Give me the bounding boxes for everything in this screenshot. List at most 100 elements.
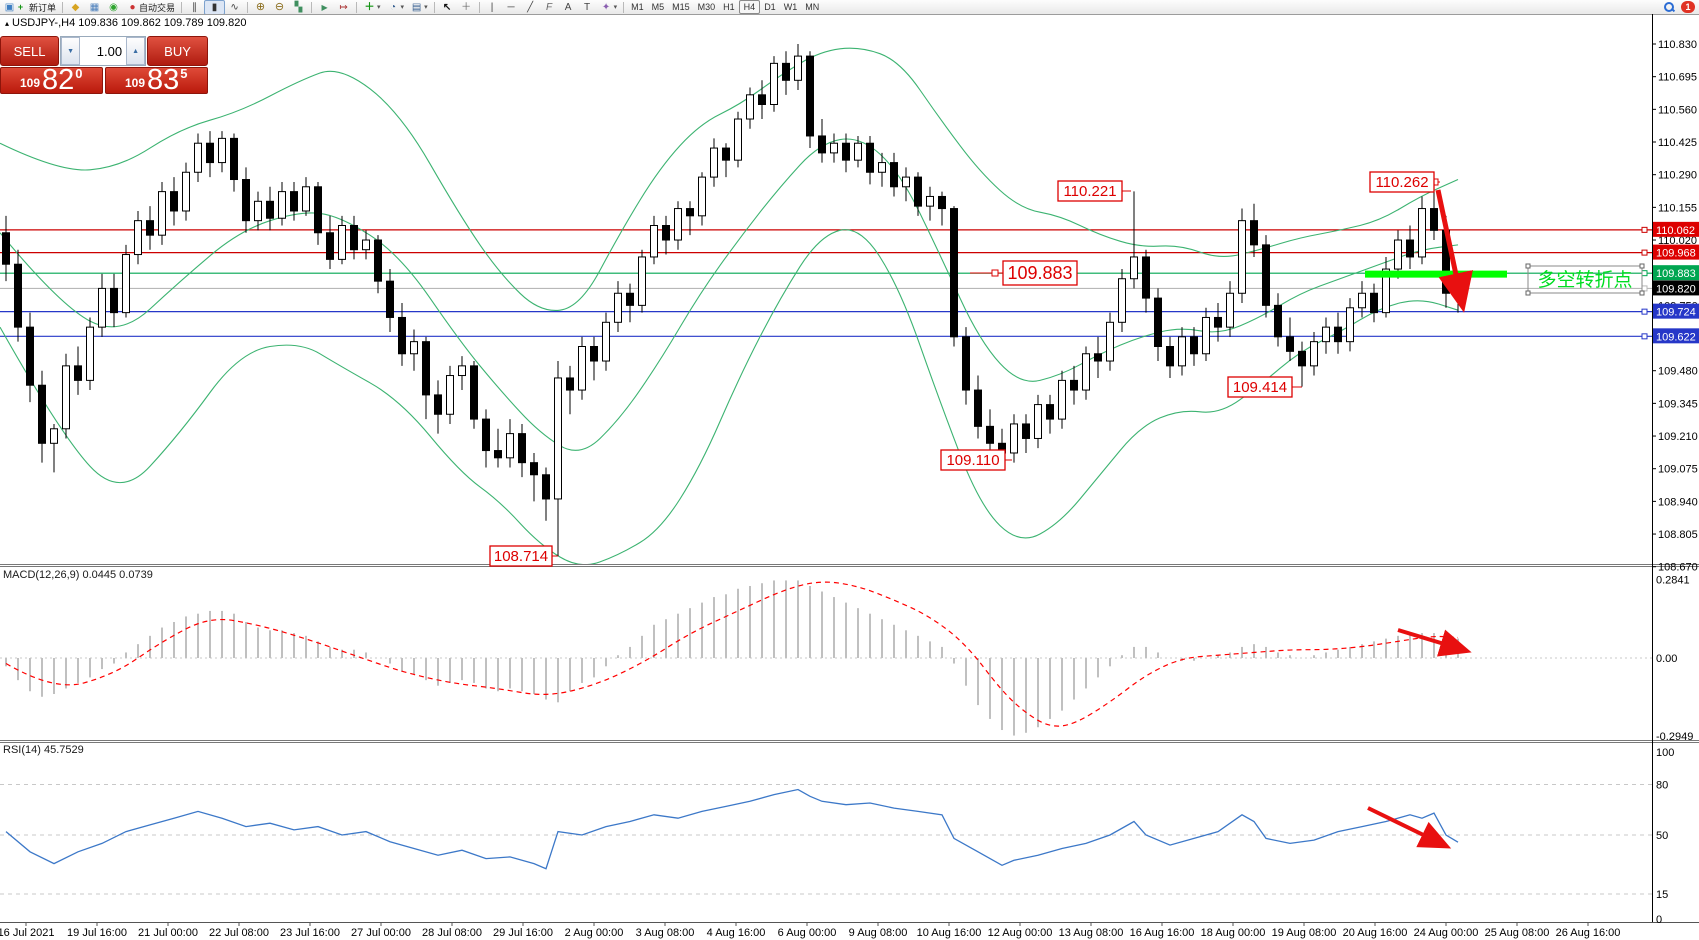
line-handle[interactable] xyxy=(1641,285,1648,292)
shapes-tool-button[interactable]: ▾ xyxy=(597,1,621,14)
line-handle[interactable] xyxy=(1641,308,1648,315)
candle-bull xyxy=(302,186,310,212)
sell-button[interactable]: SELL xyxy=(0,36,60,66)
timeframe-button-M1[interactable]: M1 xyxy=(631,2,644,12)
timeframe-button-H1[interactable]: H1 xyxy=(723,2,735,12)
candle-bear xyxy=(530,462,538,476)
new-order-button[interactable]: 新订单 xyxy=(0,1,59,14)
date-label: 4 Aug 16:00 xyxy=(707,927,766,939)
rsi-line xyxy=(5,788,1459,870)
candle-bull xyxy=(1058,379,1066,420)
timeframe-button-M5[interactable]: M5 xyxy=(651,2,665,12)
date-label: 16 Jul 2021 xyxy=(0,927,54,939)
line-handle[interactable] xyxy=(1641,333,1648,340)
selection-handle[interactable] xyxy=(1639,290,1645,296)
macd-tick-label: -0.2949 xyxy=(1656,731,1693,743)
trend-arrow-rsi[interactable] xyxy=(1367,806,1452,849)
selection-handle[interactable] xyxy=(1525,263,1531,269)
autotrading-button[interactable]: 自动交易 xyxy=(123,1,178,14)
sell-price-tile[interactable]: 109 82 0 xyxy=(0,66,103,95)
volume-decrease-button[interactable]: ▼ xyxy=(61,37,81,65)
timeframe-button-H4[interactable]: H4 xyxy=(738,0,761,14)
timeframe-button-W1[interactable]: W1 xyxy=(783,2,798,12)
price-annotation-box[interactable] xyxy=(489,545,553,567)
date-label: 6 Aug 00:00 xyxy=(778,927,837,939)
turning-point-text-box[interactable] xyxy=(1527,265,1643,294)
candle-bear xyxy=(590,346,598,362)
notification-badge[interactable]: 1 xyxy=(1681,1,1695,13)
candle-bear xyxy=(1406,239,1414,258)
chevron-down-icon: ▾ xyxy=(377,4,381,11)
date-label: 24 Aug 00:00 xyxy=(1414,927,1479,939)
candle-bull xyxy=(1202,316,1210,355)
turning-point-text[interactable]: 多空转折点 xyxy=(1537,269,1632,291)
price-annotation-box[interactable] xyxy=(1057,180,1123,202)
macd-tick-label: 0.2841 xyxy=(1656,574,1690,586)
line-handle[interactable] xyxy=(1641,270,1648,277)
candle-bull xyxy=(1106,321,1114,362)
date-label: 19 Jul 16:00 xyxy=(67,927,127,939)
candle-bull xyxy=(650,225,658,258)
line-handle[interactable] xyxy=(1641,249,1648,256)
price-badge xyxy=(1653,328,1699,344)
price-annotation-text: 109.414 xyxy=(1233,379,1287,396)
trend-arrow-main[interactable] xyxy=(1435,189,1473,313)
candle-bull xyxy=(854,142,862,161)
candle-bear xyxy=(806,55,814,137)
candle-bull xyxy=(578,346,586,391)
volume-increase-button[interactable]: ▲ xyxy=(126,37,146,65)
candle-bear xyxy=(1298,350,1306,367)
volume-input[interactable] xyxy=(80,37,127,65)
bollinger-lower-band xyxy=(0,229,1459,564)
price-annotation-box[interactable] xyxy=(940,449,1006,471)
candle-bear xyxy=(1286,336,1294,352)
price-annotation-box[interactable] xyxy=(1227,376,1293,398)
candle-bear xyxy=(818,135,826,154)
separator xyxy=(433,1,435,13)
chevron-down-icon: ▾ xyxy=(400,4,405,11)
price-annotation-text: 109.883 xyxy=(1007,263,1072,283)
selection-handle[interactable] xyxy=(1525,290,1531,296)
indicators-button[interactable]: ▾ xyxy=(360,1,384,14)
timeframe-button-M15[interactable]: M15 xyxy=(672,2,690,12)
separator xyxy=(356,1,358,13)
candle-bear xyxy=(1250,220,1258,246)
price-annotation-text: 108.714 xyxy=(494,548,548,565)
candle-bull xyxy=(98,287,106,328)
candle-bull xyxy=(194,142,202,173)
price-tick-label: 108.805 xyxy=(1658,529,1698,541)
annotation-anchor[interactable] xyxy=(991,269,999,277)
candle-bear xyxy=(1334,326,1342,343)
date-label: 3 Aug 08:00 xyxy=(636,927,695,939)
autotrading-label: 自动交易 xyxy=(139,2,176,13)
periods-button[interactable]: ▾ xyxy=(384,1,408,14)
search-icon[interactable] xyxy=(1663,1,1675,13)
price-badge-label: 110.062 xyxy=(1656,225,1695,237)
line-handle[interactable] xyxy=(1641,226,1648,233)
candle-bull xyxy=(410,341,418,355)
candle-bear xyxy=(1094,353,1102,362)
timeframe-button-M30[interactable]: M30 xyxy=(697,2,716,12)
selection-handle[interactable] xyxy=(1639,263,1645,269)
timeframe-button-D1[interactable]: D1 xyxy=(764,2,776,12)
candle-bull xyxy=(1418,208,1426,258)
candle-bull xyxy=(446,375,454,415)
candle-bear xyxy=(170,191,178,212)
macd-tick-label: 0.00 xyxy=(1656,653,1677,665)
timeframe-button-MN[interactable]: MN xyxy=(805,2,820,12)
price-annotation-text: 110.262 xyxy=(1375,174,1428,191)
buy-price-tile[interactable]: 109 83 5 xyxy=(104,66,208,95)
price-annotation-box[interactable] xyxy=(1002,260,1078,286)
trend-arrow-macd[interactable] xyxy=(1397,628,1472,657)
templates-button[interactable]: ▾ xyxy=(407,1,431,14)
date-label: 20 Aug 16:00 xyxy=(1343,927,1408,939)
candle-bear xyxy=(1166,346,1174,367)
candle-bear xyxy=(866,142,874,173)
price-annotation-box[interactable] xyxy=(1369,171,1435,193)
sell-price-sup: 0 xyxy=(75,66,83,81)
candle-bull xyxy=(458,365,466,377)
candlestick-mode-button[interactable] xyxy=(204,0,226,14)
buy-button[interactable]: BUY xyxy=(147,36,208,66)
price-tick-label: 110.020 xyxy=(1658,235,1697,247)
